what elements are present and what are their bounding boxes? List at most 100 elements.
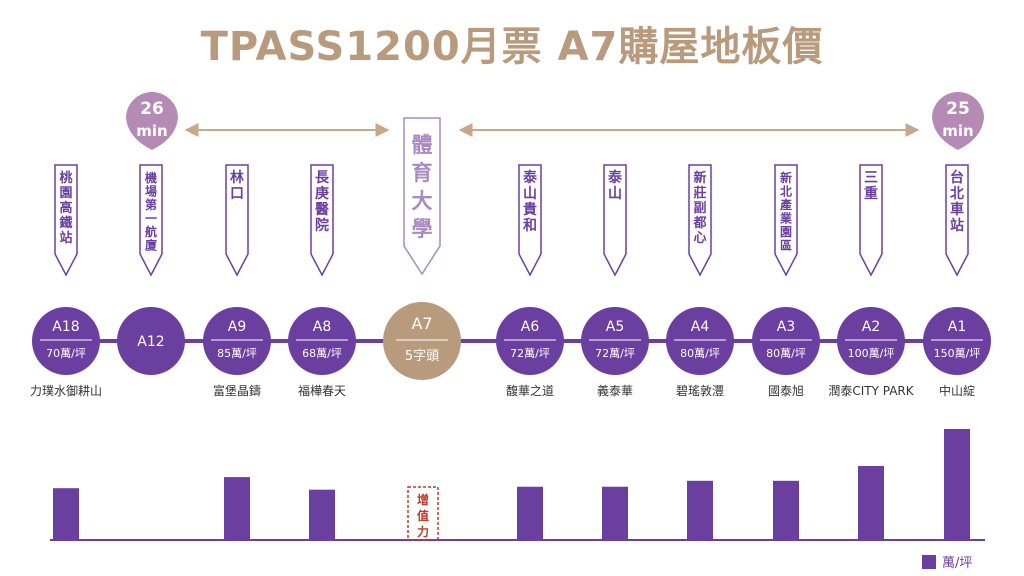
station-label-char: 鐵 (59, 215, 72, 231)
station-label-char: 重 (864, 185, 878, 202)
bar-a4 (687, 480, 713, 540)
travel-time-value: 26 (140, 99, 164, 119)
station-label-char: 醫 (315, 201, 329, 218)
station-label-char: 北 (780, 184, 792, 199)
legend-label: 萬/坪 (942, 556, 973, 571)
project-name: 馥華之道 (506, 384, 554, 398)
station-circle (203, 307, 271, 375)
station-code: A12 (137, 334, 164, 350)
station-label-char: 貴 (523, 201, 537, 218)
station-label-char: 泰 (607, 169, 623, 186)
station-label: 泰山 (607, 169, 623, 202)
station-price: 100萬/坪 (848, 347, 895, 360)
station-label-char: 機 (145, 170, 157, 185)
station-label-char: 大 (412, 189, 433, 213)
station-circle (752, 307, 820, 375)
station-label-pennant (403, 117, 441, 276)
station-price: 72萬/坪 (510, 347, 550, 360)
station-label-char: 長 (315, 170, 330, 186)
station-code: A5 (606, 319, 624, 335)
station-label-char: 學 (412, 217, 433, 241)
bar-a9 (224, 477, 250, 540)
station-label-pennant (225, 164, 249, 277)
station-code: A18 (52, 319, 79, 335)
station-label-pennant (945, 164, 969, 277)
chart-legend: 萬/坪 (922, 552, 972, 571)
station-code: A3 (777, 319, 795, 335)
station-label-char: 心 (693, 231, 706, 246)
bar-a5 (602, 486, 628, 540)
station-label-char: 場 (145, 184, 157, 199)
station-code: A4 (691, 319, 710, 335)
station-label-char: 山 (523, 186, 537, 202)
station-label-pennant (310, 164, 334, 277)
station-label: 林口 (230, 169, 244, 202)
station-label-char: 園 (780, 225, 792, 239)
project-name: 碧瑤敦灃 (676, 383, 724, 398)
station-label-pennant (603, 164, 627, 277)
bar-a6 (517, 486, 543, 540)
page-title: TPASS1200月票 A7購屋地板價 (200, 24, 824, 70)
project-name: 國泰旭 (768, 384, 804, 398)
station-label-char: 車 (950, 201, 964, 218)
station-label-char: 莊 (693, 185, 706, 201)
station-price: 85萬/坪 (217, 347, 257, 360)
station-circle (288, 307, 356, 375)
value-add-label-char: 值 (417, 508, 429, 523)
station-label: 三重 (864, 170, 878, 202)
station-price: 68萬/坪 (302, 347, 342, 360)
station-label-char: 院 (315, 217, 329, 234)
station-label-char: 台 (950, 169, 964, 186)
station-label-pennant (54, 164, 78, 277)
project-name: 福樺春天 (298, 383, 346, 398)
station-label-char: 體 (412, 133, 433, 157)
station-circle (496, 307, 564, 375)
bar-a2 (858, 466, 884, 540)
station-label-pennant (774, 164, 798, 277)
station-price: 5字頭 (405, 349, 439, 364)
station-label-char: 區 (780, 239, 792, 253)
station-label-char: 山 (608, 186, 622, 202)
travel-time-bubble-left: 26 min (126, 92, 178, 150)
station-circle (837, 307, 905, 375)
project-name: 潤泰CITY PARK (828, 384, 914, 398)
project-name: 力璞水御耕山 (30, 383, 102, 398)
station-label-char: 三 (864, 170, 878, 186)
travel-time-value: 25 (946, 99, 970, 119)
station-label-char: 庚 (315, 185, 329, 202)
bar-a18 (53, 488, 79, 540)
station-label-char: 站 (950, 217, 964, 234)
station-circle (666, 307, 734, 375)
value-add-label-char: 增 (417, 492, 429, 507)
station-label-char: 航 (145, 224, 157, 239)
station-label-char: 口 (230, 186, 244, 202)
station-label-char: 產 (779, 197, 792, 212)
station-label-char: 園 (59, 185, 72, 201)
station-label-char: 業 (779, 211, 793, 226)
project-name: 義泰華 (597, 383, 633, 398)
station-label-pennant (139, 164, 163, 277)
station-label-char: 都 (692, 215, 706, 231)
station-code: A6 (521, 319, 540, 335)
value-add-label-char: 力 (417, 524, 429, 539)
station-label-char: 廈 (145, 238, 157, 253)
station-code: A8 (313, 319, 331, 335)
travel-time-bubble-right: 25 min (932, 92, 984, 150)
project-name: 富堡晶鑄 (213, 383, 261, 398)
station-circle (581, 307, 649, 375)
station-code: A9 (228, 319, 246, 335)
station-circle (383, 302, 461, 380)
station-label-char: 高 (59, 200, 72, 216)
